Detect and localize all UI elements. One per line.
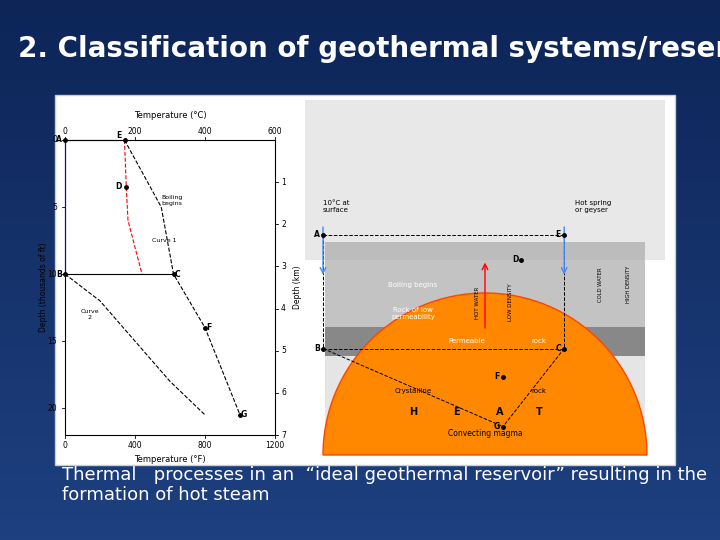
Text: Depth (thousands of ft): Depth (thousands of ft) xyxy=(38,242,48,332)
Text: LOW DENSITY: LOW DENSITY xyxy=(508,284,513,321)
Text: 3: 3 xyxy=(281,262,286,271)
Text: B: B xyxy=(56,269,62,279)
Text: Thermal   processes in an  “ideal geothermal reservoir” resulting in the: Thermal processes in an “ideal geotherma… xyxy=(62,466,707,484)
Text: Rock of low
permeability: Rock of low permeability xyxy=(391,307,435,320)
Text: 10°C at
surface: 10°C at surface xyxy=(323,200,349,213)
Text: G: G xyxy=(494,422,500,431)
Text: HOT WATER: HOT WATER xyxy=(475,286,480,319)
Text: Temperature (°C): Temperature (°C) xyxy=(134,111,207,119)
Text: HIGH DENSITY: HIGH DENSITY xyxy=(626,266,631,303)
Text: T: T xyxy=(536,407,542,417)
Text: Hot spring
or geyser: Hot spring or geyser xyxy=(575,200,611,213)
Text: 20: 20 xyxy=(48,404,57,413)
Text: C: C xyxy=(555,344,561,353)
Text: 2. Classification of geothermal systems/reservoirs: 2. Classification of geothermal systems/… xyxy=(18,35,720,63)
Text: 0: 0 xyxy=(63,127,68,137)
Text: G: G xyxy=(241,410,247,420)
Text: 800: 800 xyxy=(198,441,212,449)
Text: 200: 200 xyxy=(127,127,143,137)
Text: 15: 15 xyxy=(48,336,57,346)
Text: D: D xyxy=(115,183,122,192)
Text: rock: rock xyxy=(531,339,546,345)
Text: Curve 1: Curve 1 xyxy=(153,238,177,243)
Text: 5: 5 xyxy=(52,202,57,212)
Text: formation of hot steam: formation of hot steam xyxy=(62,486,269,504)
Text: Temperature (°F): Temperature (°F) xyxy=(134,456,206,464)
Text: A: A xyxy=(314,231,320,239)
Text: C: C xyxy=(175,269,180,279)
Text: F: F xyxy=(207,323,212,332)
Bar xyxy=(305,100,665,260)
Text: E: E xyxy=(556,231,561,239)
Bar xyxy=(325,356,645,427)
Text: Permeable: Permeable xyxy=(449,339,485,345)
Text: 5: 5 xyxy=(281,346,286,355)
Text: D: D xyxy=(512,255,518,264)
Bar xyxy=(65,140,275,435)
Text: Convecting magma: Convecting magma xyxy=(448,429,522,438)
Text: E: E xyxy=(453,407,459,417)
Text: COLD WATER: COLD WATER xyxy=(598,267,603,302)
Text: Boiling begins: Boiling begins xyxy=(388,281,438,288)
Text: Curve
2: Curve 2 xyxy=(80,309,99,320)
Text: Boiling
begins: Boiling begins xyxy=(161,195,183,206)
Text: rock: rock xyxy=(531,388,546,394)
Text: 600: 600 xyxy=(268,127,282,137)
Text: 1: 1 xyxy=(281,178,286,187)
Text: A: A xyxy=(56,136,62,145)
Bar xyxy=(325,242,645,330)
Text: E: E xyxy=(116,131,121,139)
Text: 400: 400 xyxy=(127,441,143,449)
Text: 7: 7 xyxy=(281,430,286,440)
Text: 10: 10 xyxy=(48,269,57,279)
Text: 0: 0 xyxy=(63,441,68,449)
Text: B: B xyxy=(314,344,320,353)
Text: A: A xyxy=(495,407,503,417)
Text: Depth (km): Depth (km) xyxy=(292,266,302,309)
Text: 400: 400 xyxy=(198,127,212,137)
Bar xyxy=(55,95,675,465)
Text: Crystalline: Crystalline xyxy=(395,388,431,394)
Text: H: H xyxy=(409,407,417,417)
Wedge shape xyxy=(323,293,647,455)
Text: 0: 0 xyxy=(52,136,57,145)
Text: 1200: 1200 xyxy=(266,441,284,449)
Text: 6: 6 xyxy=(281,388,286,397)
Text: 2: 2 xyxy=(281,220,286,229)
Text: F: F xyxy=(495,373,500,381)
Text: 4: 4 xyxy=(281,304,286,313)
Bar xyxy=(325,327,645,356)
